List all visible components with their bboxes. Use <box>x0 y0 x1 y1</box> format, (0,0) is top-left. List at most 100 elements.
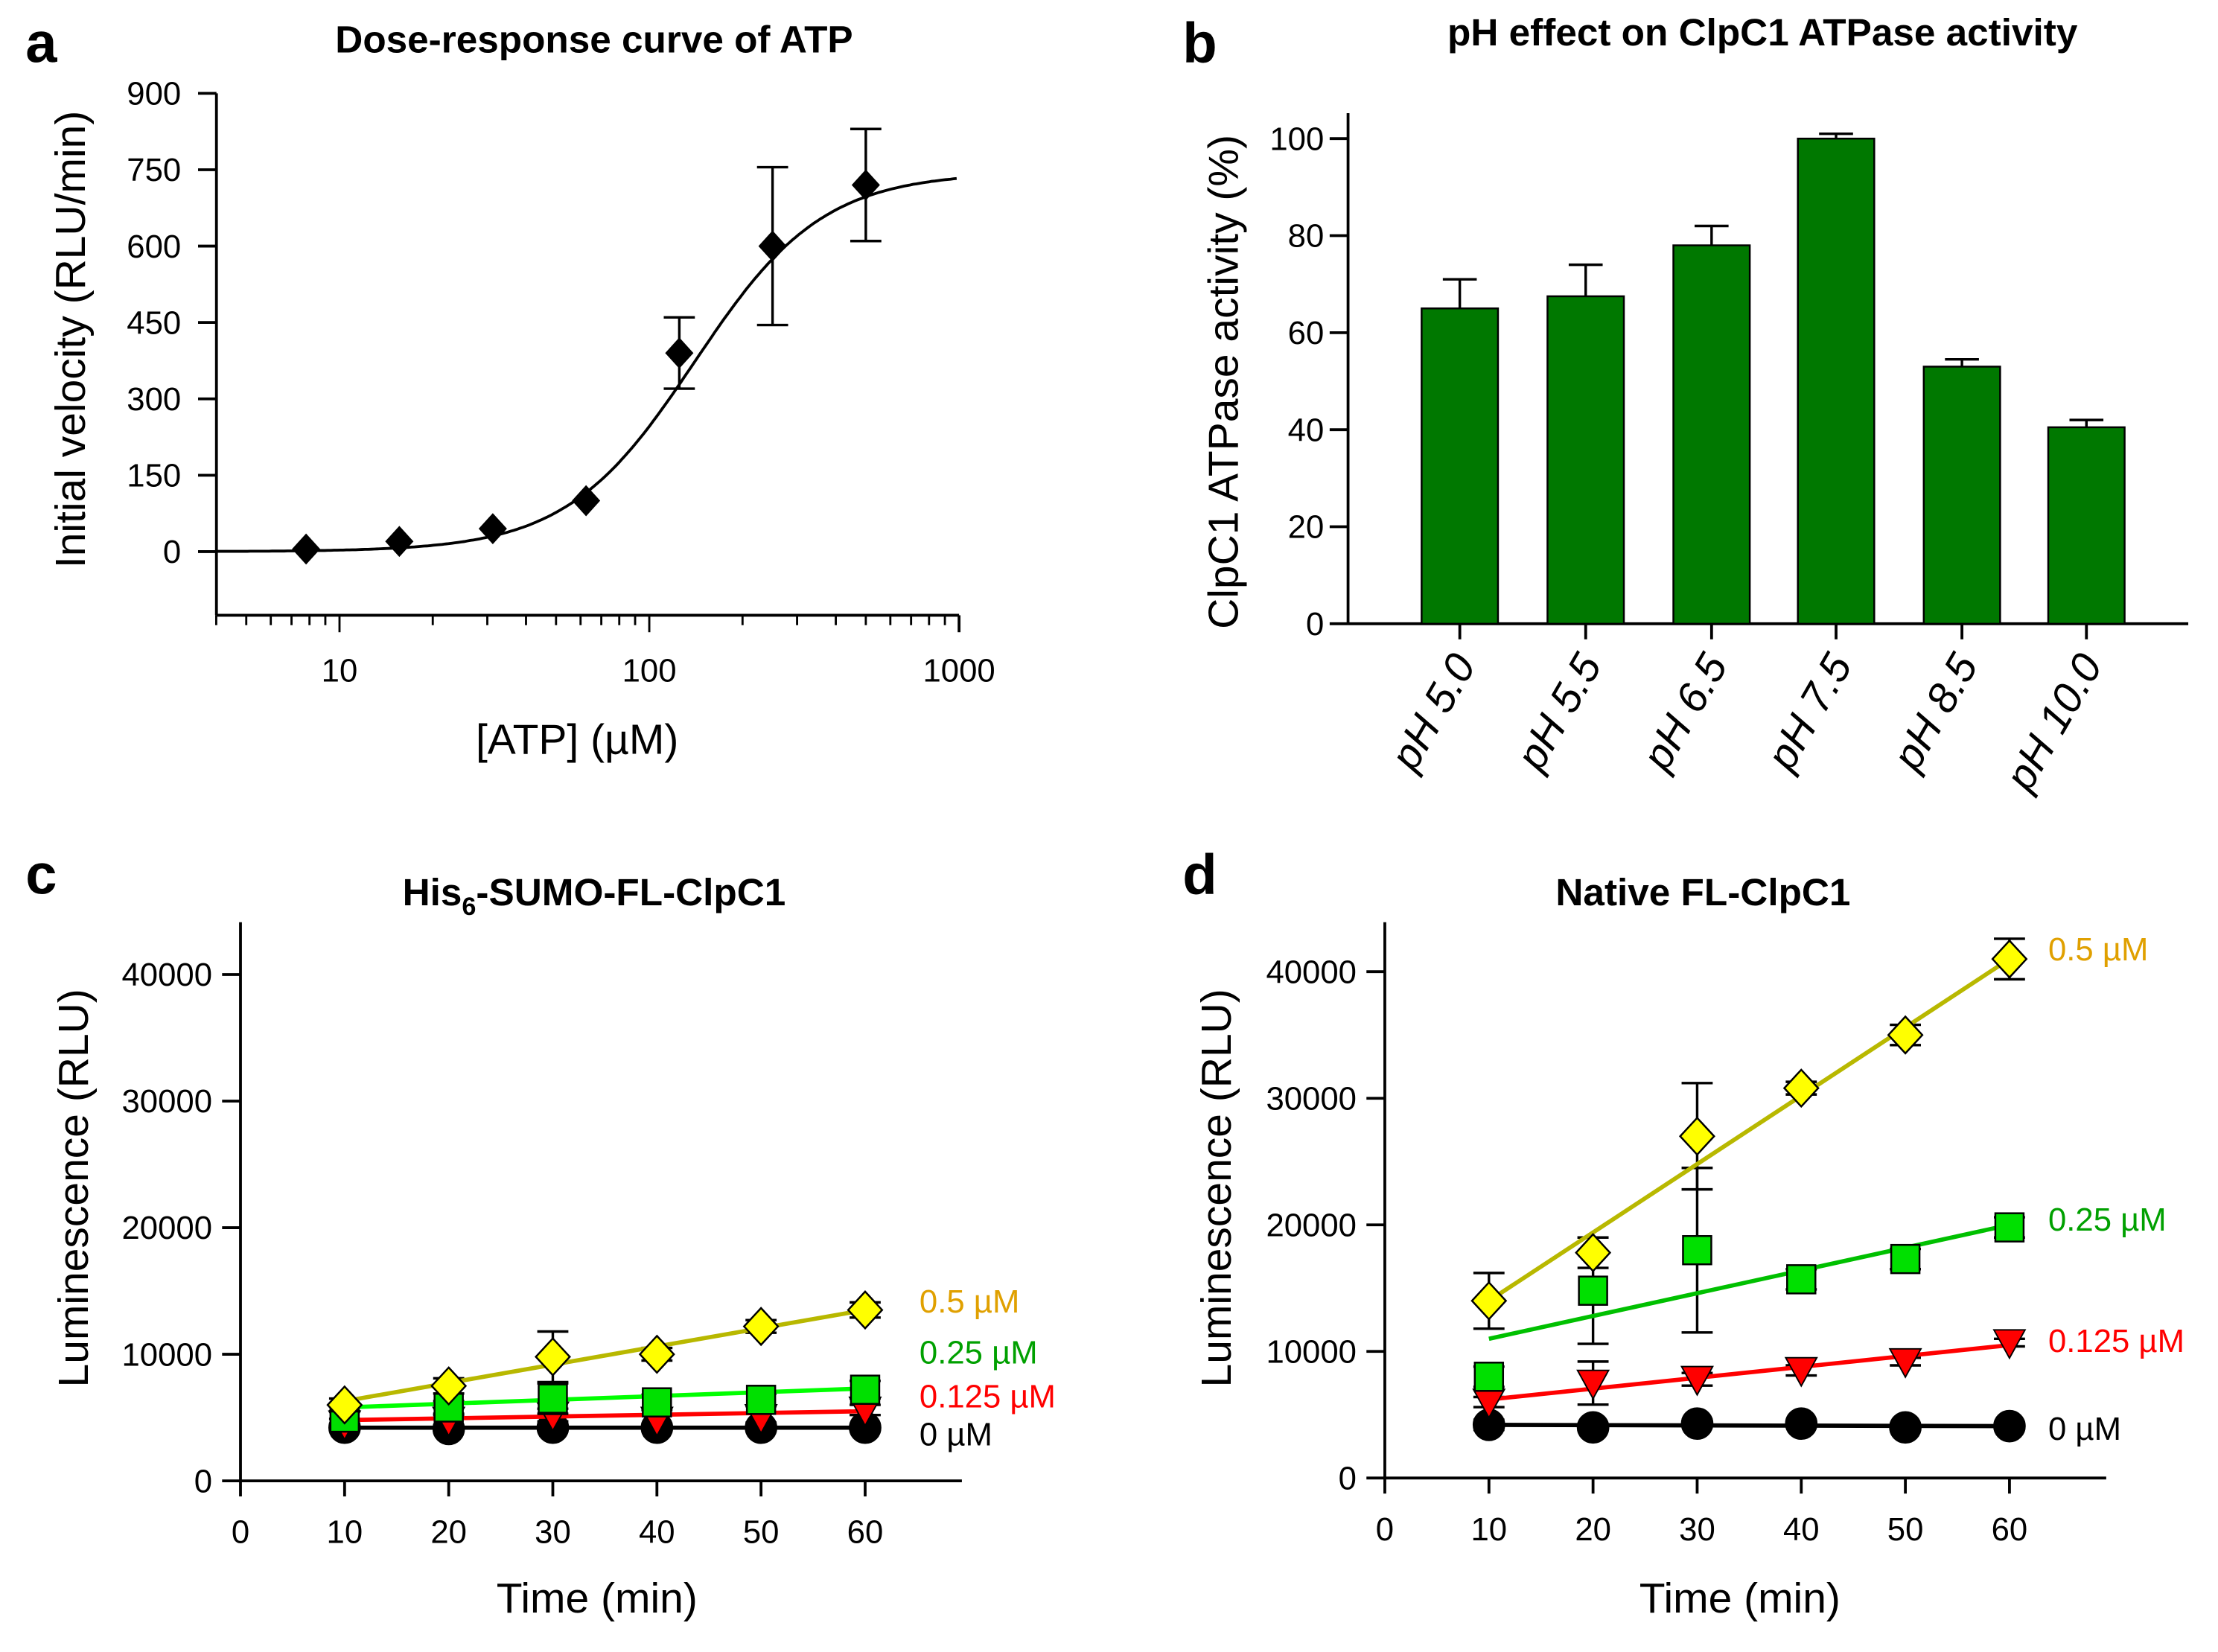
data-point <box>1784 1356 1818 1388</box>
data-point <box>535 1336 571 1377</box>
x-tick-label: 60 <box>847 1514 884 1551</box>
data-point <box>1994 1212 2025 1243</box>
bar <box>1797 137 1876 625</box>
series-label: 0.125 µM <box>920 1378 1056 1415</box>
data-point <box>665 337 694 369</box>
x-tick-label: 20 <box>1575 1511 1611 1548</box>
y-tick-label: 40000 <box>1266 954 1357 990</box>
data-point <box>638 1334 675 1374</box>
y-tick-label: 0 <box>1339 1461 1357 1497</box>
data-point <box>1782 1068 1820 1109</box>
data-point <box>847 1290 884 1330</box>
data-point <box>326 1385 363 1425</box>
x-tick-label: pH 5.0 <box>1380 645 1485 779</box>
data-point <box>1680 1407 1714 1441</box>
fit-line-3 <box>1488 1423 2010 1429</box>
data-point <box>851 169 880 201</box>
chart-a-title: Dose-response curve of ATP <box>335 18 853 60</box>
data-point <box>1680 1365 1714 1397</box>
data-point <box>292 533 321 565</box>
series-label: 0 µM <box>2048 1411 2121 1447</box>
data-point <box>1993 1409 2026 1443</box>
series-label: 0.25 µM <box>2048 1202 2167 1238</box>
chart-a-xlabel: [ATP] (µM) <box>476 716 678 764</box>
bar <box>1546 295 1625 625</box>
x-tick-label: 40 <box>1783 1511 1820 1548</box>
data-point <box>1578 1275 1608 1306</box>
y-tick-label: 30000 <box>1266 1080 1357 1117</box>
data-point <box>1992 1329 2027 1360</box>
data-point <box>745 1385 777 1415</box>
data-point <box>385 526 414 558</box>
bar <box>1922 366 2001 625</box>
fit-line-1 <box>344 1386 866 1410</box>
data-point <box>642 1387 672 1417</box>
data-point <box>1470 1281 1508 1321</box>
series-label: 0.5 µM <box>920 1283 1019 1320</box>
data-point <box>1889 1411 1922 1444</box>
y-tick-label: 10000 <box>1266 1333 1357 1370</box>
y-tick-label: 20000 <box>122 1210 213 1246</box>
fit-line-0 <box>1488 957 2011 1303</box>
data-point <box>430 1366 468 1406</box>
chart-d-title: Native FL-ClpC1 <box>1555 871 1850 913</box>
data-point <box>1682 1235 1712 1266</box>
data-point <box>572 485 601 517</box>
y-tick-label: 40 <box>1288 412 1325 448</box>
data-point <box>758 230 787 262</box>
chart-a-ylabel: Initial velocity (RLU/min) <box>47 111 95 568</box>
x-tick-label: pH 10.0 <box>1995 645 2112 800</box>
y-tick-label: 100 <box>1269 121 1324 157</box>
y-tick-label: 750 <box>127 152 181 188</box>
data-point <box>1887 1015 1924 1055</box>
series-label: 0.5 µM <box>2048 931 2148 968</box>
y-tick-label: 0 <box>163 534 181 570</box>
panel-label-d: d <box>1182 843 1217 907</box>
data-point <box>1576 1369 1610 1400</box>
data-point <box>1785 1407 1818 1441</box>
fit-line-2 <box>344 1409 866 1423</box>
chart-b-ylabel: ClpC1 ATPase activity (%) <box>1199 135 1247 629</box>
x-tick-label: 50 <box>1887 1511 1924 1548</box>
y-tick-label: 60 <box>1288 315 1325 351</box>
data-point <box>1576 1411 1610 1444</box>
x-tick-label: 10 <box>327 1514 363 1551</box>
x-tick-label: pH 8.5 <box>1883 645 1988 779</box>
data-point <box>478 513 507 545</box>
chart-c-title: His6-SUMO-FL-ClpC1 <box>403 871 786 921</box>
y-tick-label: 600 <box>127 229 181 265</box>
chart-c-ylabel: Luminescence (RLU) <box>50 989 98 1387</box>
y-tick-label: 10000 <box>122 1336 213 1373</box>
x-tick-label: 10 <box>322 653 358 689</box>
y-tick-label: 450 <box>127 304 181 341</box>
data-point <box>1678 1116 1715 1156</box>
y-tick-label: 900 <box>127 76 181 112</box>
y-tick-label: 20000 <box>1266 1207 1357 1243</box>
series-label: 0 µM <box>920 1417 992 1453</box>
x-tick-label: pH 7.5 <box>1757 645 1862 779</box>
x-tick-label: 50 <box>743 1514 780 1551</box>
chart-d-xlabel: Time (min) <box>1639 1575 1841 1622</box>
y-tick-label: 40000 <box>122 957 213 993</box>
y-tick-label: 80 <box>1288 218 1325 255</box>
x-tick-label: 30 <box>1679 1511 1715 1548</box>
panel-label-a: a <box>25 12 57 75</box>
data-point <box>850 1374 881 1405</box>
data-point <box>1888 1348 1922 1379</box>
data-point <box>1991 939 2028 979</box>
y-tick-label: 20 <box>1288 509 1325 546</box>
y-tick-label: 300 <box>127 381 181 418</box>
x-tick-label: 30 <box>535 1514 571 1551</box>
fit-line-0 <box>344 1307 866 1403</box>
series-label: 0.25 µM <box>920 1334 1038 1371</box>
y-tick-label: 150 <box>127 458 181 494</box>
panel-label-c: c <box>25 843 57 907</box>
bar <box>1672 244 1751 625</box>
x-tick-label: pH 5.5 <box>1506 645 1611 779</box>
x-tick-label: 60 <box>1992 1511 2028 1548</box>
chart-c-xlabel: Time (min) <box>497 1575 698 1622</box>
data-point <box>1473 1362 1505 1392</box>
chart-d-ylabel: Luminescence (RLU) <box>1193 989 1240 1387</box>
data-point <box>1575 1233 1612 1273</box>
